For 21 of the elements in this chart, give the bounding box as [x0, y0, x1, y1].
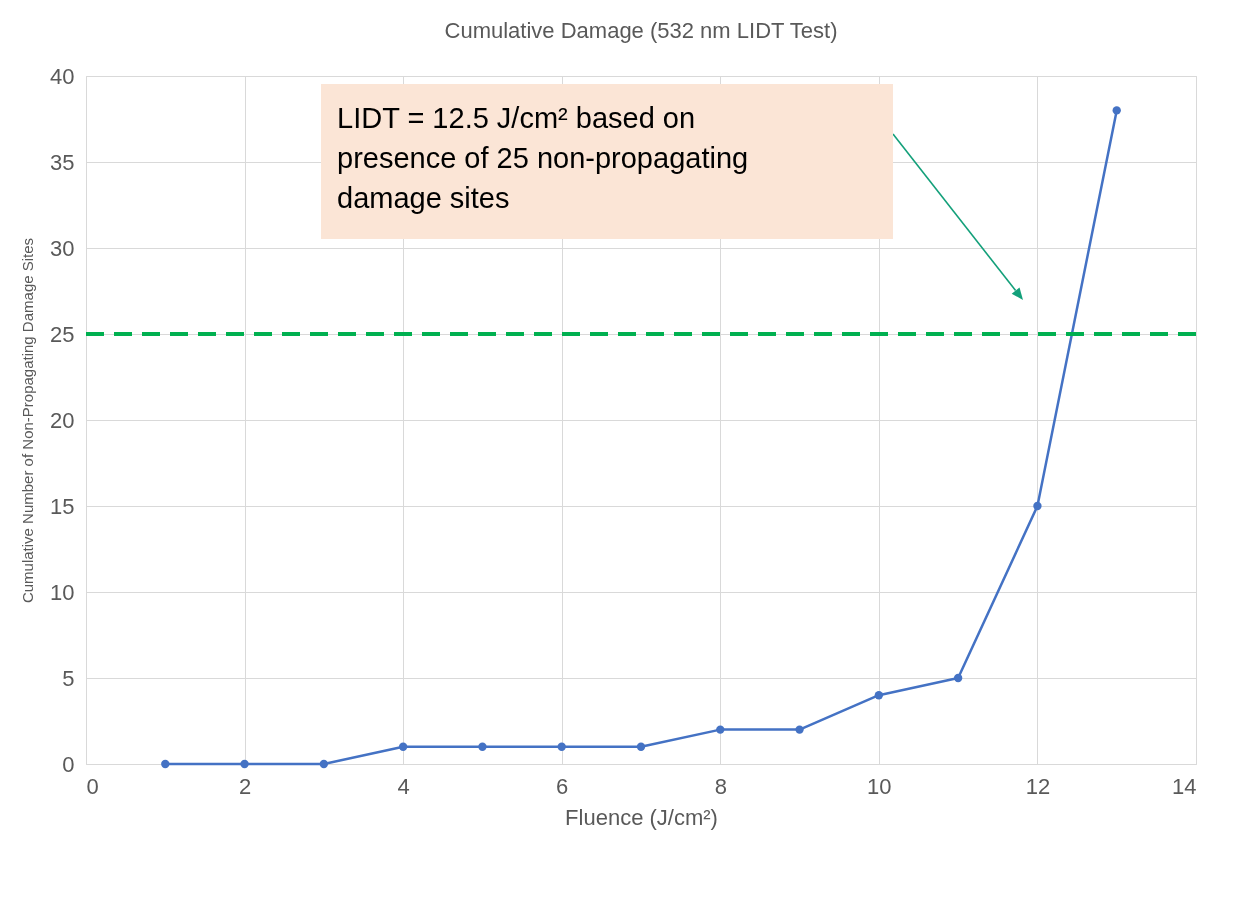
x-tick-label: 4 [397, 773, 410, 799]
y-tick-label: 10 [50, 579, 75, 605]
x-tick-label: 10 [867, 773, 892, 799]
y-tick-label: 40 [50, 63, 75, 89]
x-tick-label: 6 [556, 773, 569, 799]
chart-title: Cumulative Damage (532 nm LIDT Test) [444, 18, 838, 43]
x-tick-label: 2 [238, 773, 252, 799]
x-tick-label: 0 [86, 773, 99, 799]
y-tick-label: 15 [50, 493, 75, 519]
y-tick-label: 35 [50, 149, 75, 175]
x-axis-title: Fluence (J/cm²) [565, 804, 718, 830]
text-box: LIDT = 12.5 J/cm² based on presence of 25 non-propagating damage sites [321, 84, 893, 239]
y-tick-label: 30 [50, 235, 75, 261]
y-tick-label: 0 [62, 751, 75, 777]
x-tick-label: 14 [1172, 773, 1197, 799]
y-axis-title: Cumulative Number of Non-Propagating Damage Sites [19, 237, 37, 604]
x-tick-label: 8 [714, 773, 727, 799]
y-tick-label: 5 [62, 665, 75, 691]
x-tick-label: 12 [1025, 773, 1051, 799]
y-tick-label: 25 [50, 321, 75, 347]
y-tick-label: 20 [50, 407, 75, 433]
